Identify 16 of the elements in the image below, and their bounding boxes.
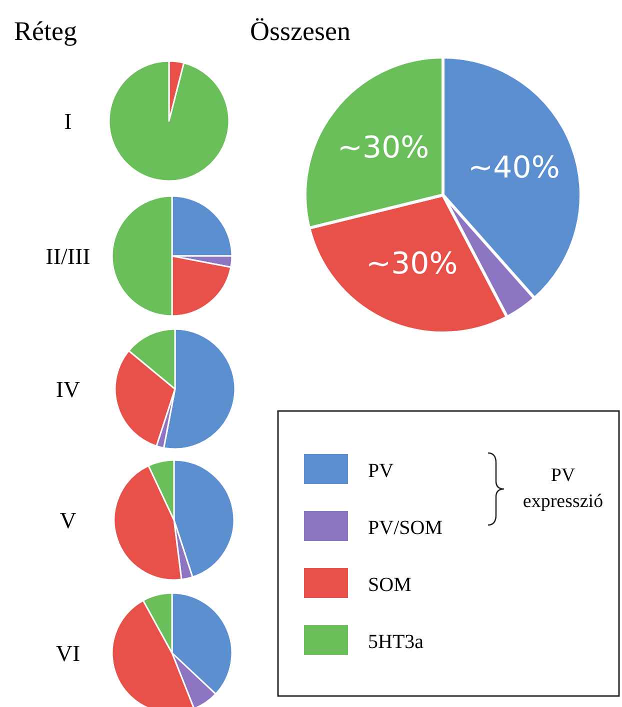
text: V (60, 508, 77, 533)
data-label: ~40% (468, 150, 560, 186)
text: II/III (46, 244, 90, 269)
pie-slice (108, 60, 230, 182)
text: IV (56, 377, 81, 402)
legend-label: PV (368, 460, 394, 482)
data-label: ~30% (337, 130, 430, 166)
chart-title: Összesen (250, 16, 351, 46)
text: Réteg (14, 16, 77, 46)
text: I (64, 109, 72, 134)
legend-label: PV/SOM (368, 517, 443, 539)
legend-label: SOM (368, 574, 412, 596)
legend-label: 5HT3a (368, 631, 424, 653)
data-label: ~30% (366, 246, 458, 282)
text: PV expresszió (522, 465, 604, 512)
text: VI (56, 641, 80, 666)
